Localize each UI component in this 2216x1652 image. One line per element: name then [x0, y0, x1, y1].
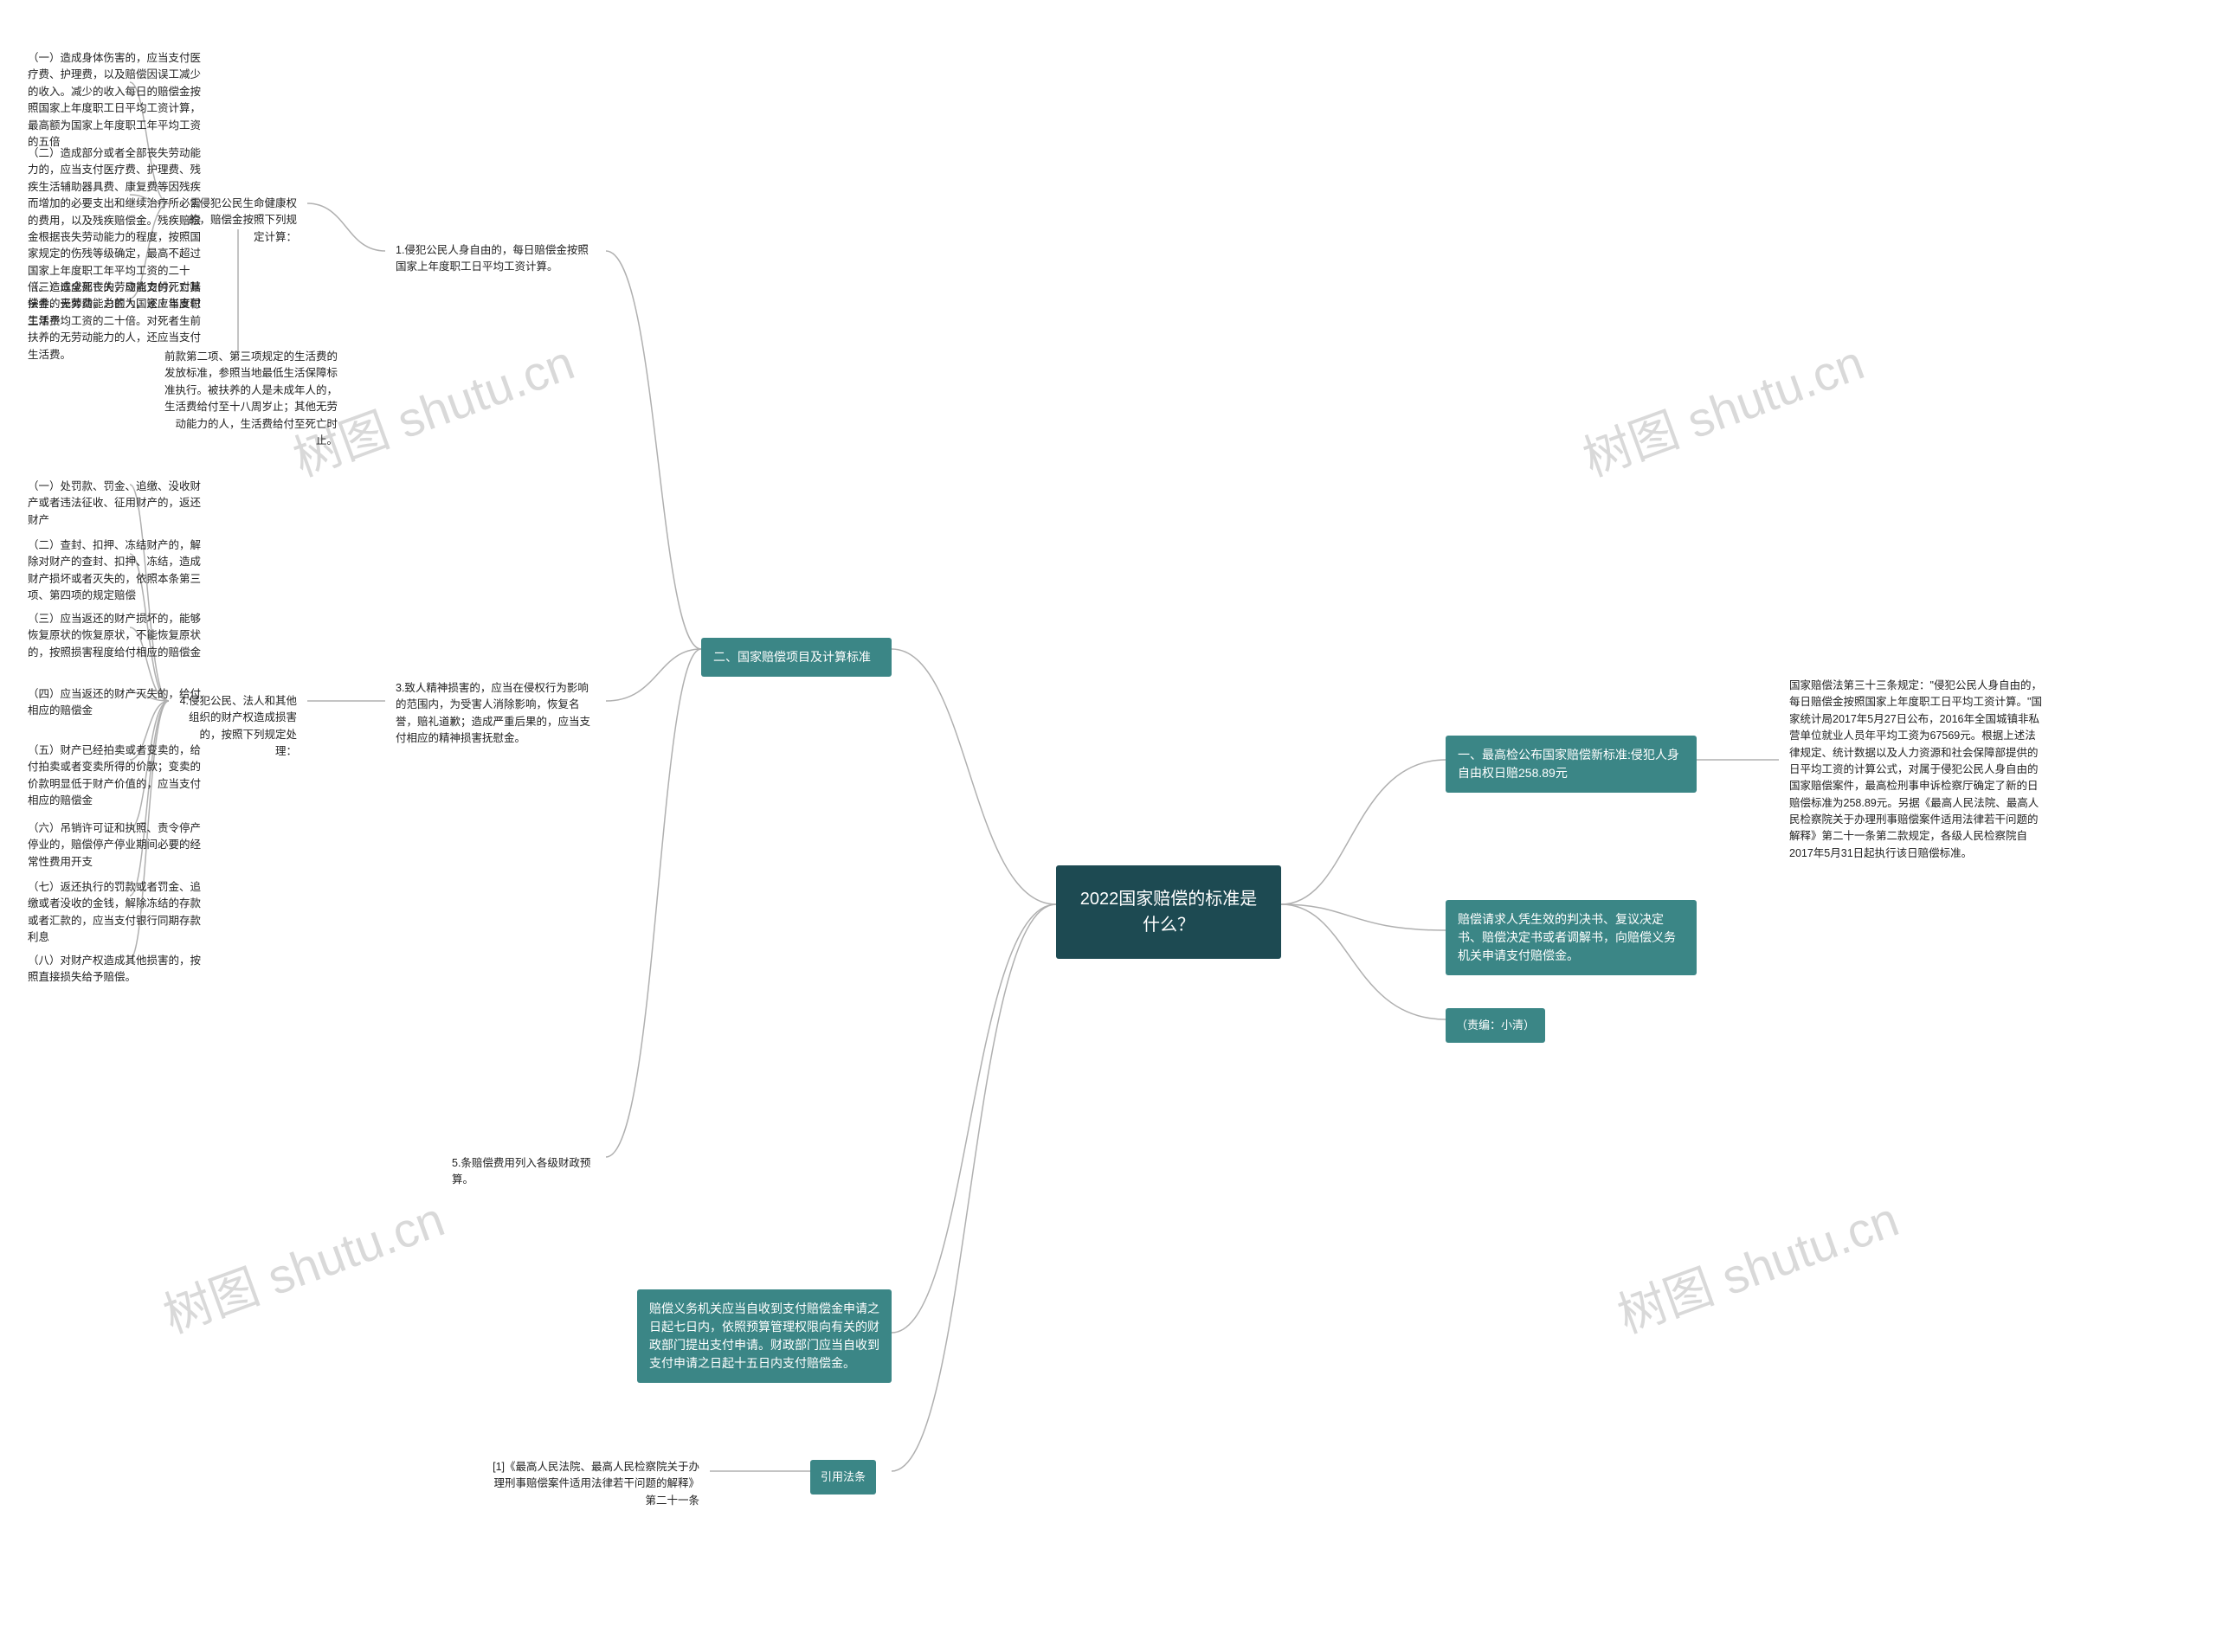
- watermark: 树图 shutu.cn: [1572, 324, 1872, 490]
- leaf-4f: （六）吊销许可证和执照、责令停产停业的，赔偿停产停业期间必要的经常性费用开支: [17, 813, 221, 877]
- branch-L1[interactable]: 二、国家赔偿项目及计算标准: [701, 638, 892, 677]
- watermark: 树图 shutu.cn: [152, 1180, 453, 1347]
- branch-r3[interactable]: （责编：小清）: [1446, 1008, 1545, 1043]
- leaf-2d: 前款第二项、第三项规定的生活费的发放标准，参照当地最低生活保障标准执行。被扶养的…: [149, 342, 348, 456]
- leaf-4h: （八）对财产权造成其他损害的，按照直接损失给予赔偿。: [17, 946, 221, 993]
- node-L1c1[interactable]: 1.侵犯公民人身自由的，每日赔偿金按照国家上年度职工日平均工资计算。: [385, 235, 606, 283]
- branch-r2[interactable]: 赔偿请求人凭生效的判决书、复议决定书、赔偿决定书或者调解书，向赔偿义务机关申请支…: [1446, 900, 1697, 975]
- leaf-L3: [1]《最高人民法院、最高人民检察院关于办理刑事赔偿案件适用法律若干问题的解释》…: [480, 1452, 710, 1516]
- leaf-4a: （一）处罚款、罚金、追缴、没收财产或者违法征收、征用财产的，返还财产: [17, 472, 221, 536]
- root-node[interactable]: 2022国家赔偿的标准是什么？: [1056, 865, 1281, 959]
- branch-L2[interactable]: 赔偿义务机关应当自收到支付赔偿金申请之日起七日内，依照预算管理权限向有关的财政部…: [637, 1289, 892, 1383]
- leaf-4g: （七）返还执行的罚款或者罚金、追缴或者没收的金钱，解除冻结的存款或者汇款的，应当…: [17, 872, 221, 954]
- branch-L3[interactable]: 引用法条: [810, 1460, 876, 1495]
- node-L1c3[interactable]: 5.条赔偿费用列入各级财政预算。: [441, 1148, 615, 1196]
- leaf-r1: 国家赔偿法第三十三条规定："侵犯公民人身自由的，每日赔偿金按照国家上年度职工日平…: [1779, 671, 2056, 869]
- branch-r1[interactable]: 一、最高检公布国家赔偿新标准:侵犯人身自由权日赔258.89元: [1446, 736, 1697, 793]
- leaf-4d: （四）应当返还的财产灭失的，给付相应的赔偿金: [17, 679, 221, 727]
- node-L1c2[interactable]: 3.致人精神损害的，应当在侵权行为影响的范围内，为受害人消除影响，恢复名誉，赔礼…: [385, 673, 606, 755]
- leaf-4e: （五）财产已经拍卖或者变卖的，给付拍卖或者变卖所得的价款；变卖的价款明显低于财产…: [17, 736, 221, 817]
- leaf-4c: （三）应当返还的财产损坏的，能够恢复原状的恢复原状，不能恢复原状的，按照损害程度…: [17, 604, 221, 668]
- watermark: 树图 shutu.cn: [1607, 1180, 1907, 1347]
- leaf-4b: （二）查封、扣押、冻结财产的，解除对财产的查封、扣押、冻结，造成财产损坏或者灭失…: [17, 530, 221, 612]
